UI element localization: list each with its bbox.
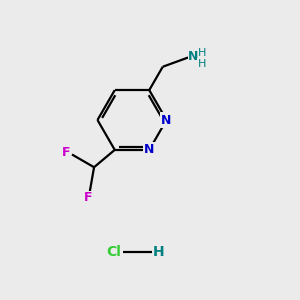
Text: H: H xyxy=(198,48,207,58)
Text: H: H xyxy=(153,245,165,259)
Text: F: F xyxy=(84,191,92,204)
Text: N: N xyxy=(161,113,172,127)
Text: H: H xyxy=(197,58,206,68)
Text: F: F xyxy=(62,146,71,160)
Text: N: N xyxy=(144,143,154,156)
Text: Cl: Cl xyxy=(106,245,122,259)
Text: N: N xyxy=(188,50,199,63)
